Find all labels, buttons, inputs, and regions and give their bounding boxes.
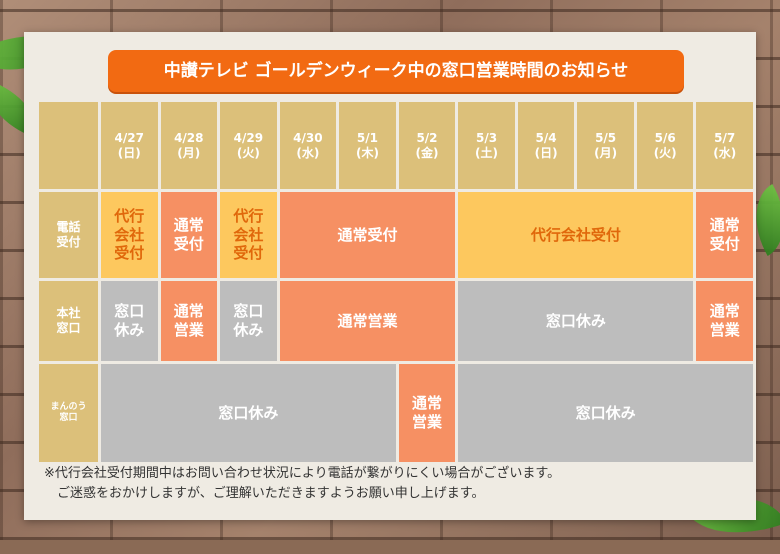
office-closed-5-3-to-5-6: 窓口休み <box>458 281 694 361</box>
footnotes: ※代行会社受付期間中はお問い合わせ状況により電話が繋がりにくい場合がございます。… <box>44 464 744 504</box>
mannou-closed-5-3-to-5-7: 窓口休み <box>458 364 753 462</box>
row-label-head-office: 本社 窓口 <box>39 281 98 361</box>
mannou-normal-5-2: 通常 営業 <box>398 364 456 462</box>
date-header-5-2: 5/2 (金) <box>398 102 456 189</box>
date-header-5-6: 5/6 (火) <box>636 102 694 189</box>
mannou-closed-4-27-to-5-1: 窓口休み <box>101 364 396 462</box>
phone-agency-4-27: 代行 会社 受付 <box>101 192 158 278</box>
date-header-4-30: 4/30 (水) <box>279 102 337 189</box>
schedule-table: 4/27 (日) 4/28 (月) 4/29 (火) 4/30 (水) 5/1 … <box>39 102 753 462</box>
phone-normal-4-28: 通常 受付 <box>160 192 218 278</box>
date-header-4-27: 4/27 (日) <box>101 102 158 189</box>
date-header-5-7: 5/7 (水) <box>696 102 753 189</box>
row-label-phone: 電話 受付 <box>39 192 98 278</box>
date-header-5-3: 5/3 (土) <box>458 102 515 189</box>
footnote-line-2: ご迷惑をおかけしますが、ご理解いただきますようお願い申し上げます。 <box>44 486 485 501</box>
office-normal-4-30-to-5-2: 通常営業 <box>279 281 456 361</box>
phone-agency-4-29: 代行 会社 受付 <box>220 192 277 278</box>
date-header-5-4: 5/4 (日) <box>517 102 575 189</box>
date-header-4-29: 4/29 (火) <box>220 102 277 189</box>
phone-agency-5-3-to-5-6: 代行会社受付 <box>458 192 694 278</box>
office-normal-4-28: 通常 営業 <box>160 281 218 361</box>
row-label-mannou: まんのう 窓口 <box>39 364 98 462</box>
date-header-4-28: 4/28 (月) <box>160 102 218 189</box>
date-header-5-1: 5/1 (木) <box>339 102 396 189</box>
phone-normal-5-7: 通常 受付 <box>696 192 753 278</box>
office-normal-5-7: 通常 営業 <box>696 281 753 361</box>
phone-normal-4-30-to-5-2: 通常受付 <box>279 192 456 278</box>
footnote-line-1: ※代行会社受付期間中はお問い合わせ状況により電話が繋がりにくい場合がございます。 <box>44 466 561 481</box>
notice-title: 中讃テレビ ゴールデンウィーク中の窓口営業時間のお知らせ <box>108 50 684 92</box>
corner-cell <box>39 102 98 189</box>
office-closed-4-27: 窓口 休み <box>101 281 158 361</box>
date-header-5-5: 5/5 (月) <box>577 102 634 189</box>
office-closed-4-29: 窓口 休み <box>220 281 277 361</box>
